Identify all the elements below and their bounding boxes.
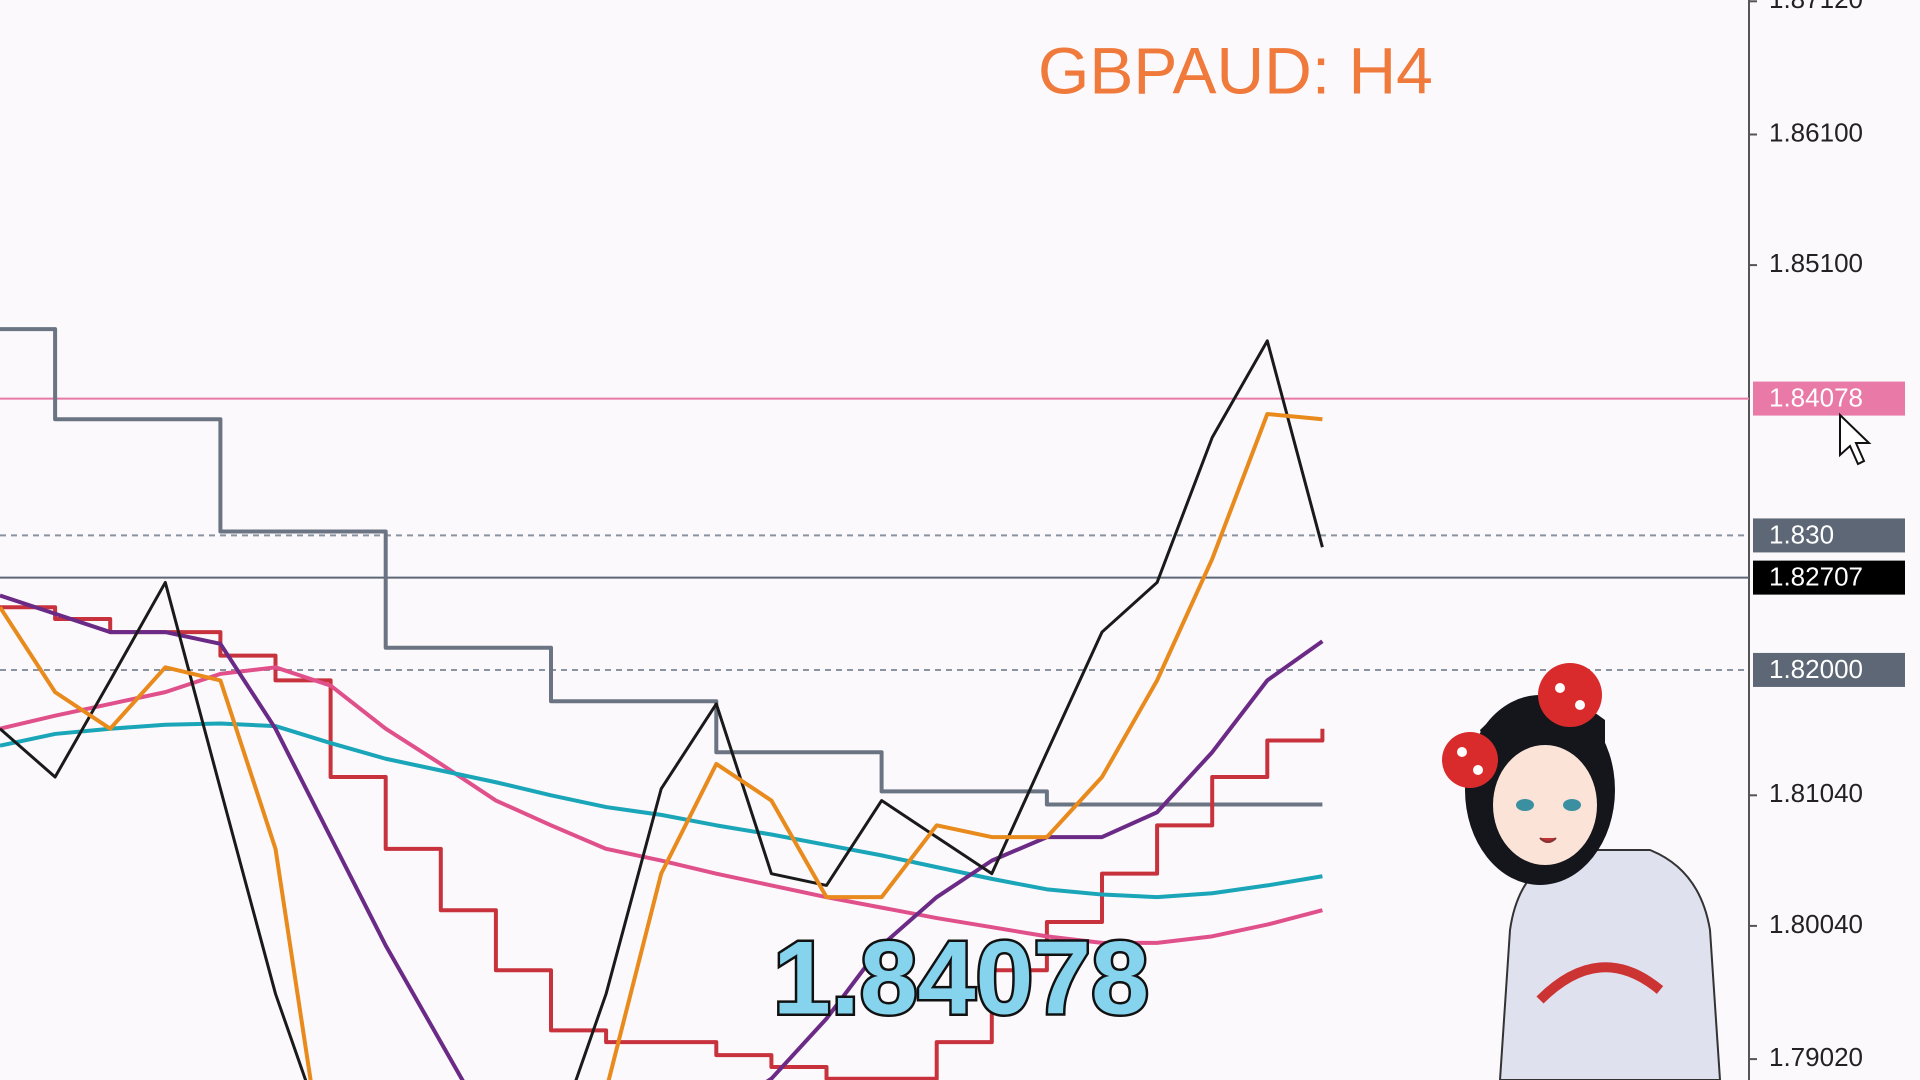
cursor bbox=[1839, 412, 1872, 466]
series-line bbox=[0, 411, 1323, 1080]
price-label-box bbox=[1753, 381, 1905, 416]
series-line bbox=[0, 339, 1324, 1080]
price-label-box bbox=[1753, 518, 1905, 553]
caption: 1.84078 bbox=[773, 920, 1149, 1036]
price-label: 1.82707 bbox=[1769, 561, 1863, 591]
price-label: 1.830 bbox=[1769, 519, 1834, 549]
series-line bbox=[0, 665, 1323, 945]
y-tick-label: 1.85100 bbox=[1769, 248, 1863, 278]
avatar bbox=[1442, 663, 1722, 1080]
y-tick-label: 1.80040 bbox=[1769, 909, 1863, 939]
price-label-box bbox=[1753, 652, 1905, 687]
price-label-box bbox=[1753, 560, 1905, 595]
series-line bbox=[0, 605, 1325, 1080]
levels-layer bbox=[0, 397, 1749, 671]
y-tick-label: 1.87120 bbox=[1769, 0, 1863, 14]
axis-layer: 1.87120 1.86100 1.85100 1.81040 1.80040 1.790… bbox=[1749, 0, 1905, 1072]
chart-title: GBPAUD: H4 bbox=[1038, 33, 1433, 107]
y-tick-label: 1.86100 bbox=[1769, 117, 1863, 147]
price-label: 1.82000 bbox=[1769, 654, 1863, 684]
y-tick-label: 1.81040 bbox=[1769, 778, 1863, 808]
y-tick-label: 1.79020 bbox=[1769, 1042, 1863, 1072]
series-line bbox=[0, 327, 1323, 807]
price-label: 1.84078 bbox=[1769, 382, 1863, 412]
series-line bbox=[0, 721, 1323, 900]
plot-layer bbox=[0, 327, 1325, 1080]
series-line bbox=[0, 593, 1324, 1080]
